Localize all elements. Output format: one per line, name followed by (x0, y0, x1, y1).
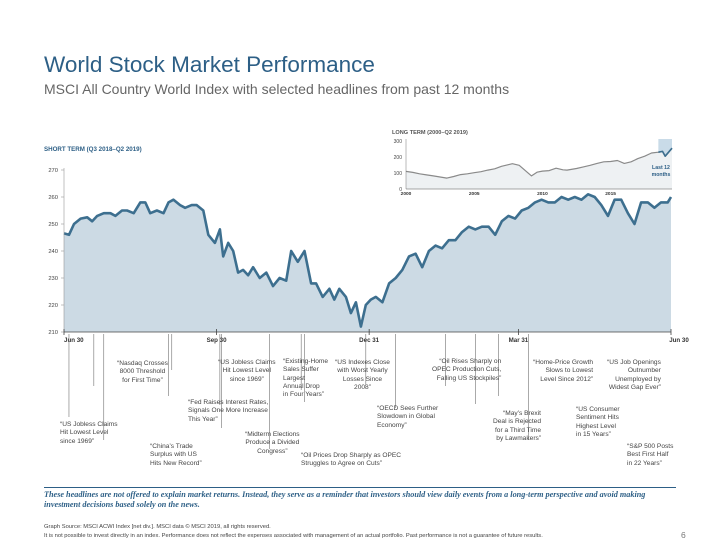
headline-label: “US Indexes Close with Worst Yearly Loss… (335, 359, 390, 391)
long-term-recent-line (658, 147, 673, 157)
y-tick-label: 260 (48, 195, 58, 201)
y-tick-label: 210 (48, 330, 58, 336)
last-12-months-label: Last 12 (652, 165, 670, 171)
short-term-line (63, 193, 673, 328)
headline-label: “US Jobless Claims Hit Lowest Level sinc… (60, 421, 118, 445)
headline-label: “Fed Raises Interest Rates, Signals One … (188, 399, 269, 423)
headline-label: “May’s Brexit Deal is Rejected for a Thi… (493, 410, 542, 442)
y-tick-label: 270 (48, 168, 58, 174)
headline-label: “Midterm Elections Produce a Divided Con… (245, 431, 300, 455)
headline-label: “Oil Rises Sharply on OPEC Production Cu… (432, 358, 502, 382)
headline-label: “US Jobless Claims Hit Lowest Level sinc… (218, 359, 276, 383)
long-term-line (405, 147, 673, 179)
page-number: 6 (681, 530, 686, 540)
long-term-x-tick-label: 2000 (401, 191, 412, 197)
headline-label: “US Consumer Sentiment Hits Highest Leve… (576, 406, 620, 438)
long-term-y-tick-label: 200 (394, 155, 403, 161)
page-subtitle: MSCI All Country World Index with select… (44, 81, 510, 97)
x-tick-label: Mar 31 (509, 337, 529, 344)
headline-label: “US Job Openings Outnumber Unemployed by… (607, 359, 661, 391)
last-12-months-label: months (652, 172, 671, 178)
headline-label: “OECD Sees Further Slowdown in Global Ec… (377, 405, 439, 429)
short-term-title: SHORT TERM (Q3 2018–Q2 2019) (44, 146, 142, 153)
y-tick-label: 250 (48, 222, 58, 228)
x-tick-label: Dec 31 (359, 337, 380, 344)
x-tick-label: Jun 30 (64, 337, 84, 344)
x-tick-label: Sep 30 (207, 337, 228, 344)
headline-label: “Home-Price Growth Slows to Lowest Level… (533, 359, 594, 383)
long-term-y-tick-label: 100 (394, 171, 403, 177)
headline-label: “Nasdaq Crosses 8000 Threshold for First… (117, 360, 168, 384)
y-tick-label: 240 (48, 249, 58, 255)
source-note: Graph Source: MSCI ACWI Index [net div.]… (44, 524, 543, 539)
headline-label: “S&P 500 Posts Best First Half in 22 Yea… (627, 443, 674, 467)
page-title: World Stock Market Performance (44, 52, 375, 77)
long-term-x-tick-label: 2005 (469, 191, 480, 197)
headline-label: “Oil Prices Drop Sharply as OPEC Struggl… (301, 452, 402, 468)
y-tick-label: 220 (48, 303, 58, 309)
disclaimer-text: These headlines are not offered to expla… (44, 490, 646, 509)
long-term-x-tick-label: 2015 (605, 191, 616, 197)
long-term-y-tick-label: 0 (399, 187, 402, 193)
headline-label: “China’s Trade Surplus with US Hits New … (150, 443, 202, 467)
headline-label: “Existing-Home Sales Suffer Largest Annu… (283, 358, 329, 399)
long-term-title: LONG TERM (2000–Q2 2019) (392, 130, 468, 136)
x-tick-label: Jun 30 (669, 337, 689, 344)
footer-rule (44, 487, 676, 488)
short-term-area (64, 194, 671, 332)
long-term-x-tick-label: 2010 (537, 191, 548, 197)
long-term-area (406, 148, 672, 189)
y-tick-label: 230 (48, 276, 58, 282)
long-term-y-tick-label: 300 (394, 139, 403, 145)
